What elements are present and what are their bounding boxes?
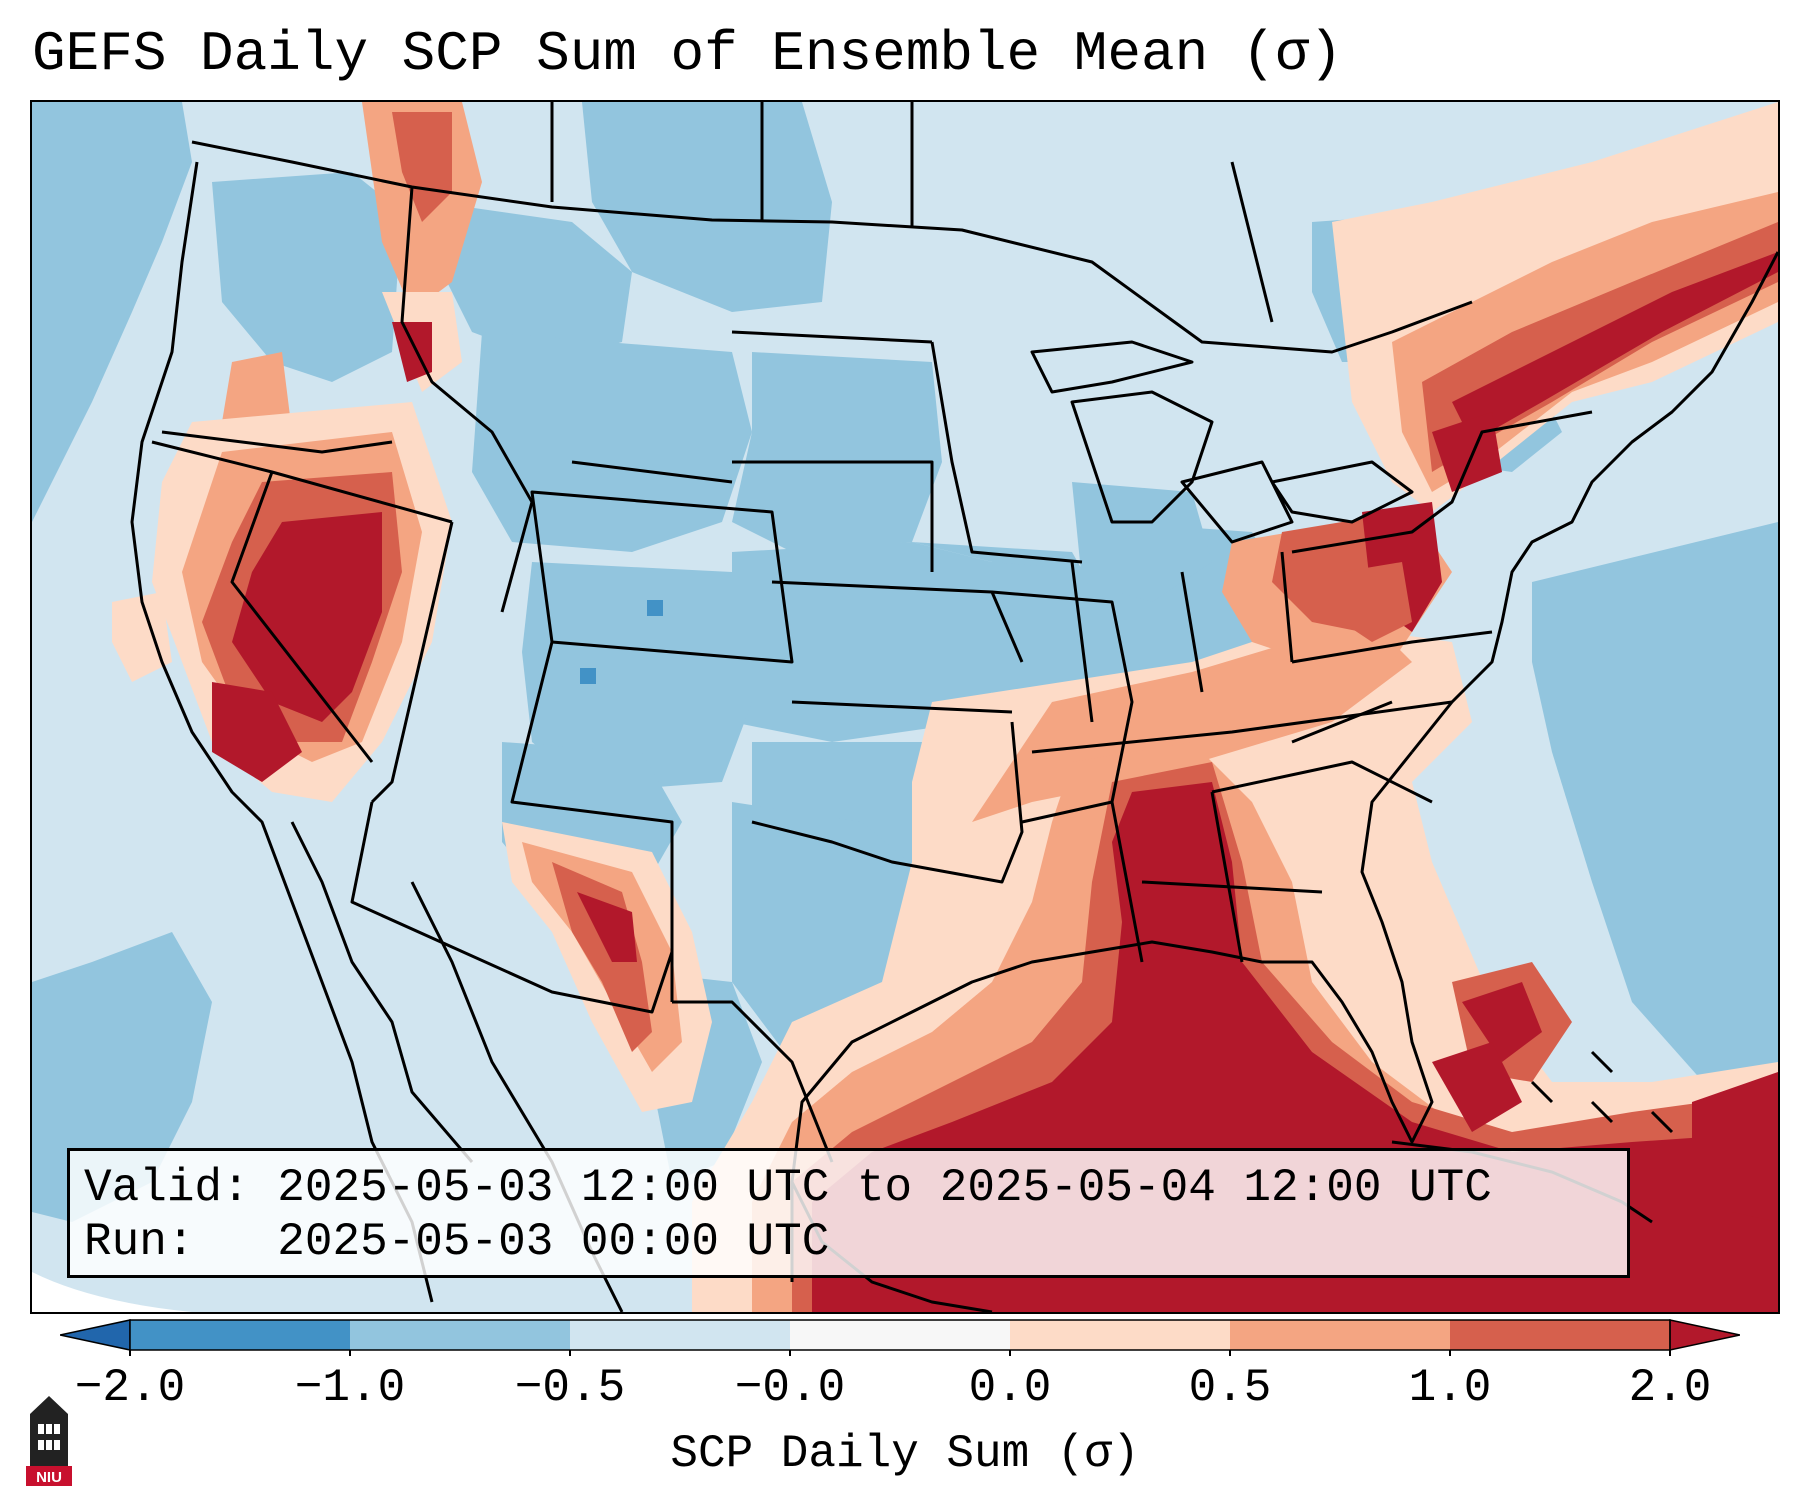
colorbar-tick-label: −0.5 — [514, 1362, 626, 1414]
colorbar-segment — [350, 1320, 571, 1350]
baja-east-coast — [290, 821, 474, 1163]
colorbar-under-arrow — [60, 1319, 131, 1351]
validity-info-box: Valid: 2025-05-03 12:00 UTC to 2025-05-0… — [67, 1148, 1630, 1278]
state-line-co — [530, 490, 794, 664]
colorbar-segment — [130, 1320, 351, 1350]
borders — [130, 102, 1778, 1312]
colorbar-tick-label: 1.0 — [1408, 1362, 1492, 1414]
run-label: Run: — [84, 1216, 195, 1268]
state-line-az — [350, 801, 674, 1014]
map-panel[interactable] — [30, 100, 1780, 1314]
colorbar-tick-label: −2.0 — [74, 1362, 186, 1414]
state-line-id-mt — [400, 186, 534, 503]
negative-strong-cells — [580, 600, 663, 684]
colorbar-segment — [570, 1320, 791, 1350]
positive-regions-west — [112, 102, 712, 1112]
colorbar-tick-label: 0.5 — [1188, 1362, 1272, 1414]
state-line-ms-al — [1110, 791, 1323, 963]
state-line-ca-nv — [230, 471, 374, 763]
gulf-coast — [790, 751, 1434, 1282]
state-line-wa-or — [161, 430, 393, 454]
great-lakes — [1030, 340, 1414, 544]
us-canada-border — [191, 140, 1473, 354]
colorbar-frame — [129, 1319, 1671, 1351]
map-title: GEFS Daily SCP Sum of Ensemble Mean (σ) — [32, 22, 1343, 86]
valid-range: 2025-05-03 12:00 UTC to 2025-05-04 12:00… — [277, 1162, 1492, 1214]
state-line-nd-sd — [731, 330, 934, 572]
state-line-pa-ny — [1291, 410, 1593, 554]
state-line-tx — [672, 1000, 834, 1163]
canada-provinces — [550, 102, 1274, 323]
colorbar-tick-label: −1.0 — [294, 1362, 406, 1414]
colorbar-tick-label: 2.0 — [1628, 1362, 1712, 1414]
state-line-ok-tx — [751, 721, 1024, 884]
state-line-mn-ia — [930, 341, 1083, 564]
colorbar-segment — [790, 1320, 1011, 1350]
state-line-wy — [500, 460, 733, 613]
run-time: 2025-05-03 00:00 UTC — [277, 1216, 830, 1268]
niu-logo: NIU — [26, 1396, 72, 1486]
west-coast — [130, 161, 434, 1303]
colorbar-tick-label: −0.0 — [734, 1362, 846, 1414]
colorbar-segment — [1450, 1320, 1671, 1350]
state-line-ga-sc — [1211, 700, 1433, 804]
colorbar-segment — [1230, 1320, 1451, 1350]
colorbar-segment — [1010, 1320, 1231, 1350]
east-coast — [1410, 251, 1778, 753]
outside-domain-left — [32, 1272, 192, 1312]
valid-label: Valid: — [84, 1162, 250, 1214]
colorbar-tick-label: 0.0 — [968, 1362, 1052, 1414]
scp-field-map[interactable] — [32, 102, 1778, 1312]
state-line-nm — [510, 641, 674, 1002]
colorbar — [60, 1319, 1740, 1356]
colorbar-label: SCP Daily Sum (σ) — [670, 1428, 1140, 1480]
state-line-nv-ut — [370, 521, 454, 804]
state-line-oh-in-il — [1070, 551, 1294, 723]
state-line-tn-ky — [1031, 700, 1453, 754]
colorbar-over-arrow — [1669, 1319, 1740, 1351]
logo-text: NIU — [36, 1469, 62, 1486]
state-line-va-nc — [1291, 630, 1493, 664]
state-line-mo-ar — [991, 590, 1134, 824]
